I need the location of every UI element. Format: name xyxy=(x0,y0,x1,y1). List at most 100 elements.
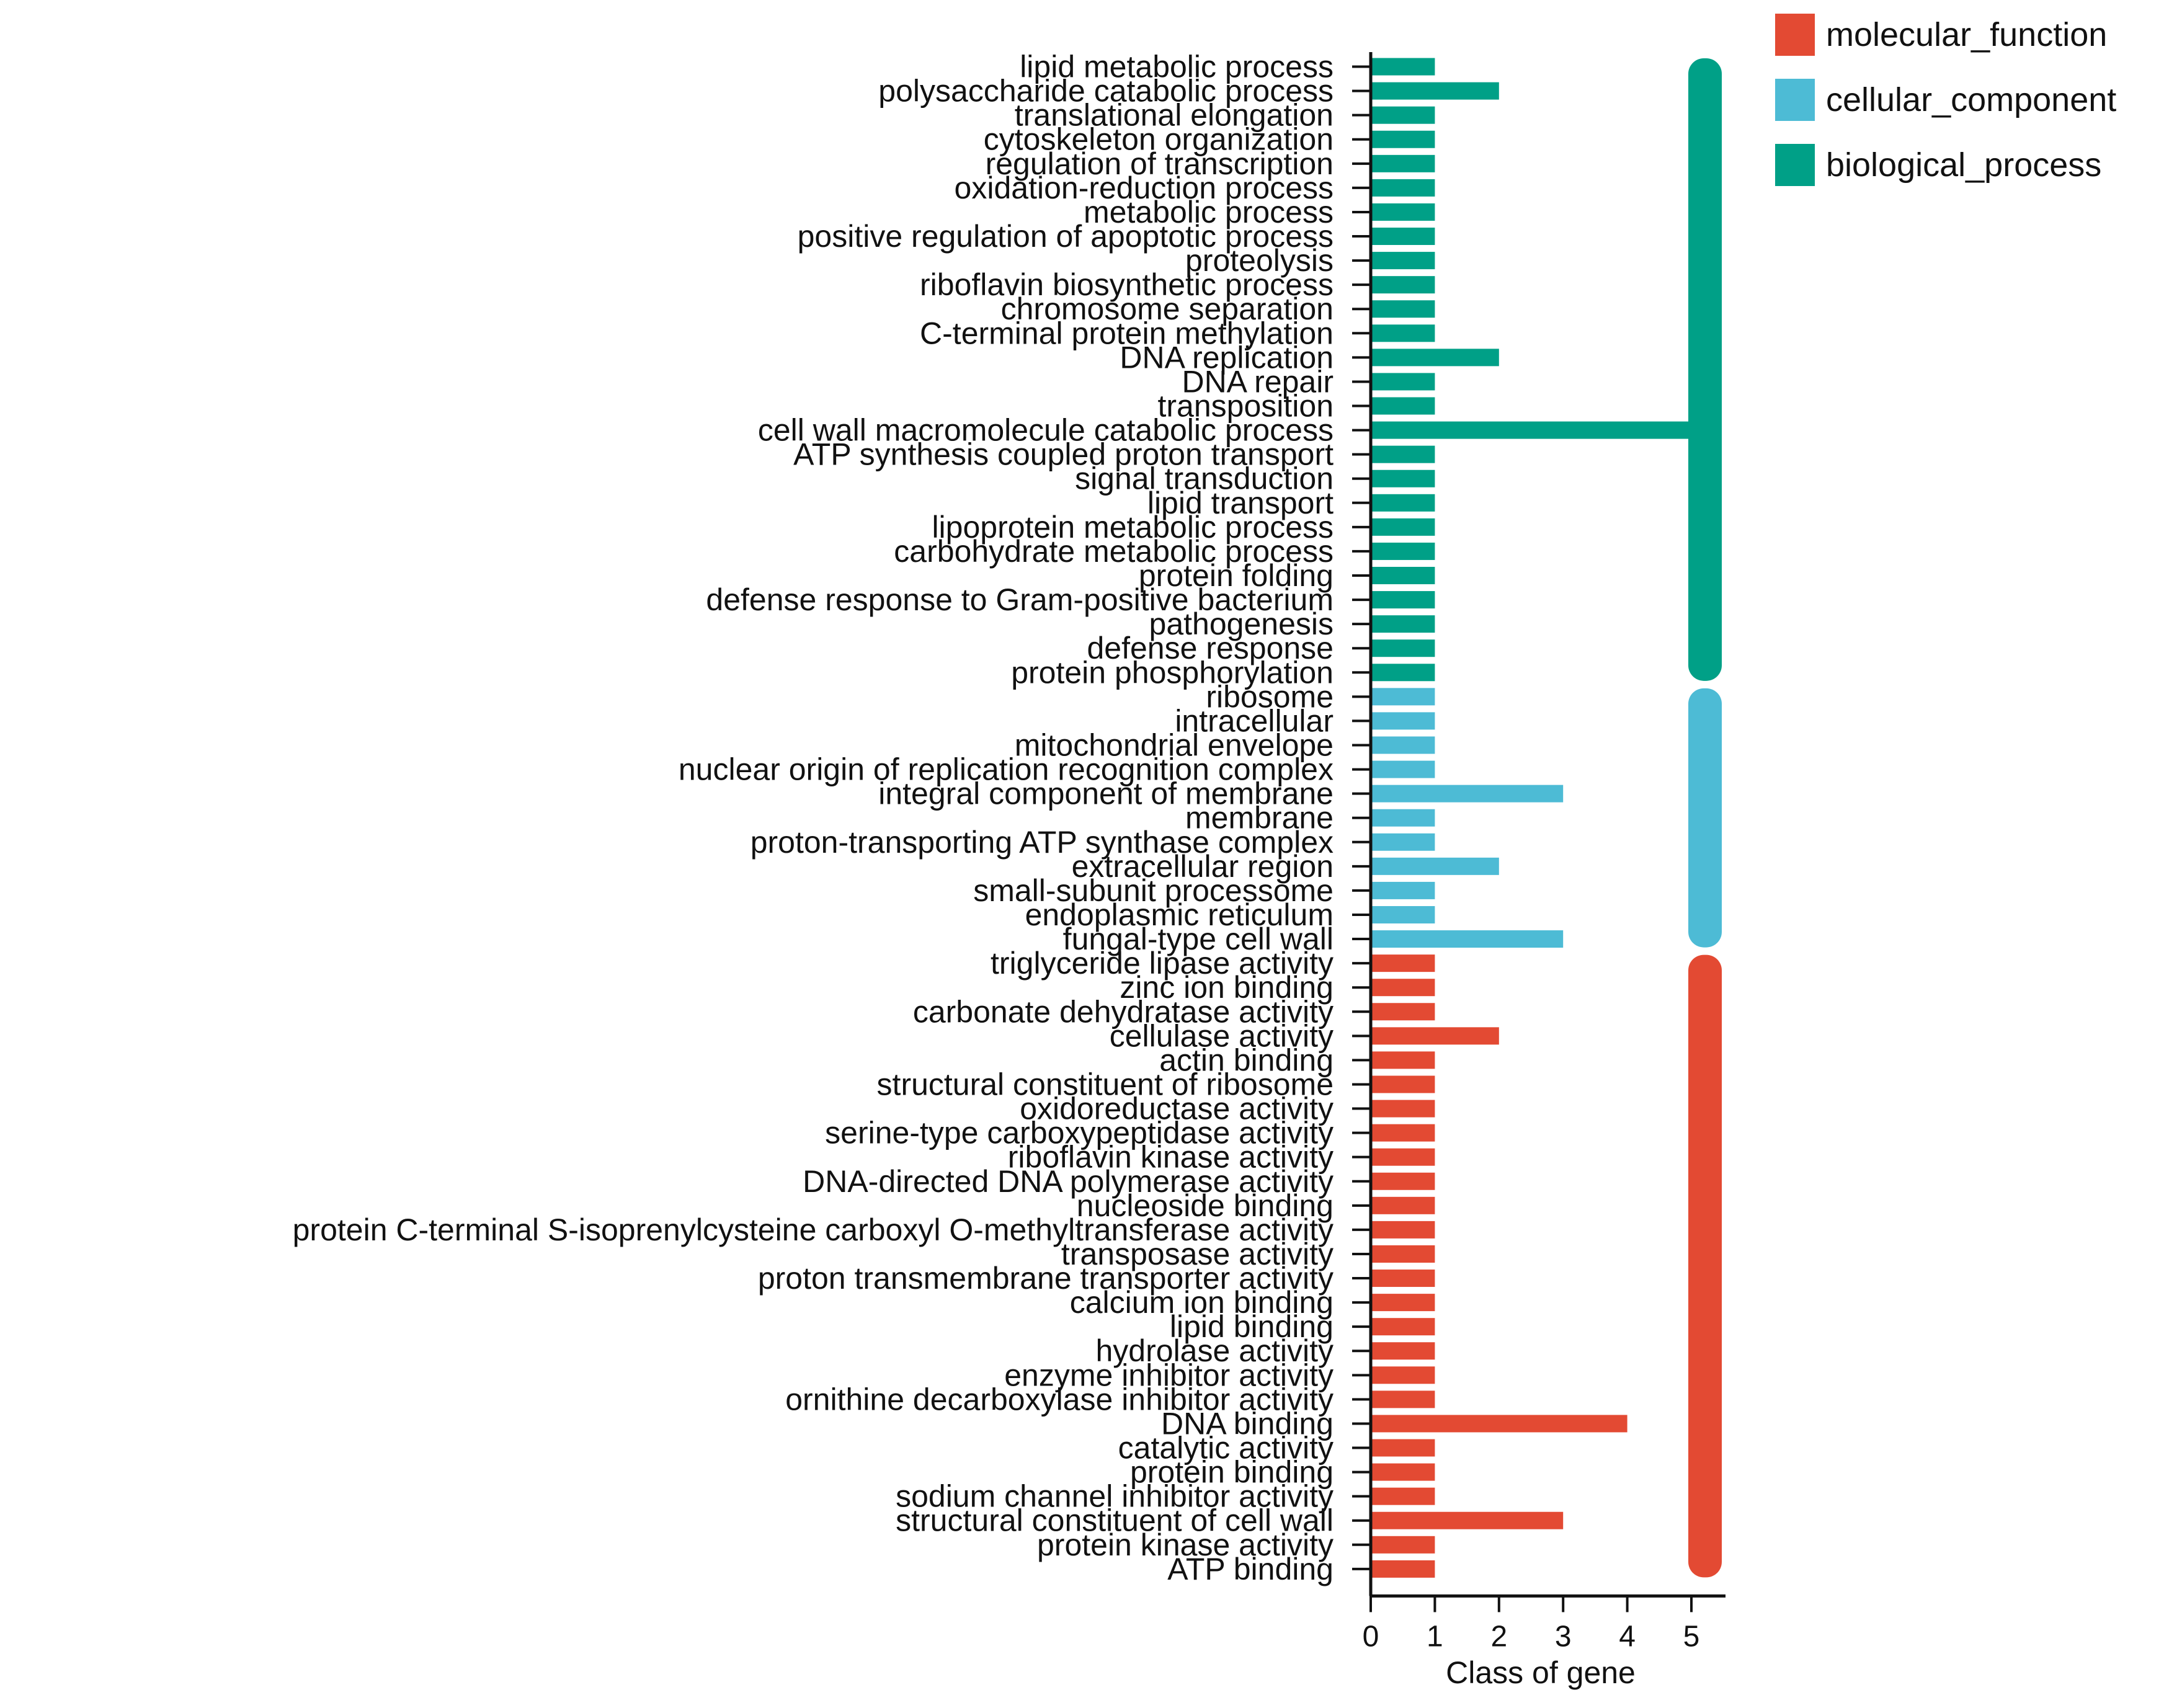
bar-proton-transmembrane-transporter-activity xyxy=(1371,1270,1435,1288)
bar-nuclear-origin-of-replication-recognition-complex xyxy=(1371,760,1435,778)
category-label: transposition xyxy=(1158,389,1334,424)
bar-dna-directed-dna-polymerase-activity xyxy=(1371,1172,1435,1190)
x-tick-label: 3 xyxy=(1555,1620,1572,1653)
bar-protein-c-terminal-s-isoprenylcysteine-carboxyl-o-methyltransferase-activity xyxy=(1371,1221,1435,1239)
category-label: defense response xyxy=(1087,631,1334,665)
category-label: carbohydrate metabolic process xyxy=(894,534,1334,569)
category-label: positive regulation of apoptotic process xyxy=(798,219,1334,254)
bar-ribosome xyxy=(1371,688,1435,706)
category-label: regulation of transcription xyxy=(986,146,1334,181)
bar-pathogenesis xyxy=(1371,615,1435,633)
bar-protein-binding xyxy=(1371,1463,1435,1481)
category-label: carbonate dehydratase activity xyxy=(913,994,1334,1029)
category-label: ATP synthesis coupled proton transport xyxy=(793,437,1334,472)
category-label: integral component of membrane xyxy=(878,776,1334,811)
category-label: catalytic activity xyxy=(1118,1431,1334,1466)
category-label: hydrolase activity xyxy=(1096,1333,1334,1368)
bar-cytoskeleton-organization xyxy=(1371,130,1435,148)
category-label: cell wall macromolecule catabolic proces… xyxy=(758,413,1334,448)
category-label: serine-type carboxypeptidase activity xyxy=(825,1116,1334,1150)
bar-defense-response xyxy=(1371,639,1435,657)
legend-swatch-molecular-function xyxy=(1775,14,1815,56)
category-label: mitochondrial envelope xyxy=(1015,727,1334,762)
category-label: DNA repair xyxy=(1182,364,1334,399)
bar-proteolysis xyxy=(1371,252,1435,270)
bar-membrane xyxy=(1371,809,1435,827)
category-label: nucleoside binding xyxy=(1077,1188,1334,1223)
bar-oxidation-reduction-process xyxy=(1371,179,1435,197)
legend-swatch-cellular-component xyxy=(1775,79,1815,121)
x-tick-label: 4 xyxy=(1619,1620,1636,1653)
category-label: lipid binding xyxy=(1170,1309,1334,1344)
category-label: triglyceride lipase activity xyxy=(991,946,1334,981)
bar-lipoprotein-metabolic-process xyxy=(1371,518,1435,536)
bar-cellulase-activity xyxy=(1371,1027,1499,1045)
bar-nucleoside-binding xyxy=(1371,1196,1435,1214)
bar-lipid-metabolic-process xyxy=(1371,58,1435,76)
category-label: ornithine decarboxylase inhibitor activi… xyxy=(785,1382,1334,1417)
bar-lipid-transport xyxy=(1371,494,1435,512)
category-label: actin binding xyxy=(1159,1043,1334,1077)
category-label: extracellular region xyxy=(1072,849,1334,884)
x-tick-label: 0 xyxy=(1363,1620,1379,1653)
bar-endoplasmic-reticulum xyxy=(1371,905,1435,923)
group-bars xyxy=(1688,58,1722,1578)
bar-dna-binding xyxy=(1371,1415,1628,1433)
group-bar-biological-process xyxy=(1688,58,1722,681)
bar-ornithine-decarboxylase-inhibitor-activity xyxy=(1371,1390,1435,1408)
category-label: enzyme inhibitor activity xyxy=(1004,1358,1334,1392)
category-label: DNA replication xyxy=(1120,340,1334,375)
bar-integral-component-of-membrane xyxy=(1371,785,1564,803)
bar-mitochondrial-envelope xyxy=(1371,736,1435,754)
bar-carbonate-dehydratase-activity xyxy=(1371,1003,1435,1021)
bar-structural-constituent-of-ribosome xyxy=(1371,1075,1435,1093)
category-label: proton-transporting ATP synthase complex xyxy=(750,825,1334,860)
bar-transposase-activity xyxy=(1371,1245,1435,1263)
category-label: fungal-type cell wall xyxy=(1063,922,1334,956)
bar-signal-transduction xyxy=(1371,469,1435,487)
bar-riboflavin-kinase-activity xyxy=(1371,1148,1435,1166)
category-label: oxidoreductase activity xyxy=(1020,1092,1334,1126)
category-label: small-subunit processome xyxy=(973,873,1334,908)
category-label: translational elongation xyxy=(1015,98,1334,133)
group-bar-cellular-component xyxy=(1688,688,1722,948)
bar-triglyceride-lipase-activity xyxy=(1371,954,1435,972)
legend-swatch-biological-process xyxy=(1775,144,1815,186)
bar-protein-folding xyxy=(1371,567,1435,585)
bar-zinc-ion-binding xyxy=(1371,979,1435,997)
bar-protein-kinase-activity xyxy=(1371,1536,1435,1554)
group-bar-molecular-function xyxy=(1688,954,1722,1578)
bar-translational-elongation xyxy=(1371,106,1435,124)
bar-protein-phosphorylation xyxy=(1371,664,1435,682)
bar-calcium-ion-binding xyxy=(1371,1294,1435,1312)
bar-structural-constituent-of-cell-wall xyxy=(1371,1511,1564,1529)
category-label: protein phosphorylation xyxy=(1011,655,1334,690)
bar-c-terminal-protein-methylation xyxy=(1371,324,1435,342)
category-label: C-terminal protein methylation xyxy=(920,316,1334,350)
category-label: structural constituent of cell wall xyxy=(896,1503,1334,1538)
category-label: intracellular xyxy=(1175,703,1334,738)
bar-cell-wall-macromolecule-catabolic-process xyxy=(1371,421,1691,439)
bar-proton-transporting-atp-synthase-complex xyxy=(1371,833,1435,851)
category-label: proton transmembrane transporter activit… xyxy=(758,1261,1334,1296)
category-label: sodium channel inhibitor activity xyxy=(896,1479,1334,1514)
bar-dna-repair xyxy=(1371,373,1435,391)
legend-label-biological-process: biological_process xyxy=(1826,146,2101,184)
bar-oxidoreductase-activity xyxy=(1371,1100,1435,1118)
bar-serine-type-carboxypeptidase-activity xyxy=(1371,1124,1435,1142)
x-tick-label: 2 xyxy=(1490,1620,1507,1653)
category-label: metabolic process xyxy=(1084,195,1334,229)
x-axis-title: Class of gene xyxy=(1446,1655,1636,1690)
category-label: calcium ion binding xyxy=(1070,1285,1334,1320)
category-label: signal transduction xyxy=(1075,461,1334,496)
category-label: ribosome xyxy=(1206,679,1334,714)
legend-label-molecular-function: molecular_function xyxy=(1826,16,2107,53)
bar-transposition xyxy=(1371,397,1435,415)
bar-extracellular-region xyxy=(1371,857,1499,875)
legend-label-cellular-component: cellular_component xyxy=(1826,81,2116,118)
category-label: nuclear origin of replication recognitio… xyxy=(679,752,1334,787)
bar-riboflavin-biosynthetic-process xyxy=(1371,276,1435,294)
bar-sodium-channel-inhibitor-activity xyxy=(1371,1487,1435,1505)
category-label: protein C-terminal S-isoprenylcysteine c… xyxy=(293,1212,1334,1247)
